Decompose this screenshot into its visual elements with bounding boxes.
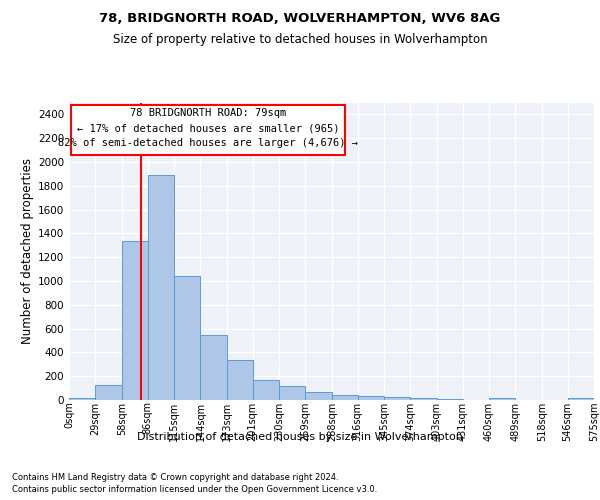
Bar xyxy=(71,105,345,155)
Bar xyxy=(305,392,332,400)
Text: Size of property relative to detached houses in Wolverhampton: Size of property relative to detached ho… xyxy=(113,32,487,46)
Bar xyxy=(227,360,253,400)
Bar xyxy=(437,399,463,400)
Bar xyxy=(358,396,384,400)
Text: 78, BRIDGNORTH ROAD, WOLVERHAMPTON, WV6 8AG: 78, BRIDGNORTH ROAD, WOLVERHAMPTON, WV6 … xyxy=(100,12,500,26)
Bar xyxy=(174,276,200,400)
Bar xyxy=(122,240,148,400)
Text: Distribution of detached houses by size in Wolverhampton: Distribution of detached houses by size … xyxy=(137,432,463,442)
Bar xyxy=(279,386,305,400)
Text: Contains public sector information licensed under the Open Government Licence v3: Contains public sector information licen… xyxy=(12,485,377,494)
Bar xyxy=(489,398,515,400)
Bar xyxy=(568,398,594,400)
Bar xyxy=(69,398,95,400)
Text: 82% of semi-detached houses are larger (4,676) →: 82% of semi-detached houses are larger (… xyxy=(58,138,358,148)
Bar xyxy=(253,380,279,400)
Bar xyxy=(148,175,174,400)
Text: ← 17% of detached houses are smaller (965): ← 17% of detached houses are smaller (96… xyxy=(77,124,339,134)
Bar xyxy=(332,395,358,400)
Text: 78 BRIDGNORTH ROAD: 79sqm: 78 BRIDGNORTH ROAD: 79sqm xyxy=(130,108,286,118)
Bar xyxy=(384,397,410,400)
Y-axis label: Number of detached properties: Number of detached properties xyxy=(21,158,34,344)
Text: Contains HM Land Registry data © Crown copyright and database right 2024.: Contains HM Land Registry data © Crown c… xyxy=(12,472,338,482)
Bar xyxy=(95,385,122,400)
Bar xyxy=(410,398,437,400)
Bar xyxy=(200,335,227,400)
